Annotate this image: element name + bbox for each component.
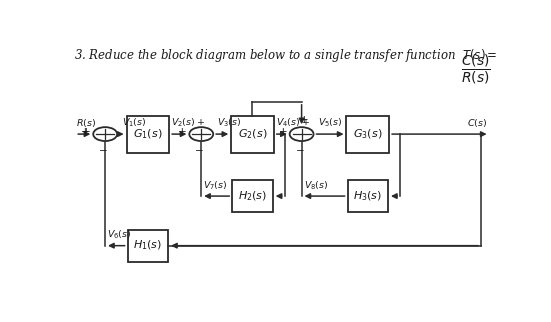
Text: $V_8(s)$: $V_8(s)$: [304, 179, 328, 192]
Text: $\dfrac{C(s)}{R(s)}$: $\dfrac{C(s)}{R(s)}$: [461, 52, 491, 86]
Text: $H_3(s)$: $H_3(s)$: [353, 189, 382, 203]
Bar: [128, 230, 168, 262]
Text: $G_2(s)$: $G_2(s)$: [238, 127, 267, 141]
Text: +: +: [278, 127, 287, 137]
Text: $-$: $-$: [195, 144, 204, 154]
Bar: [127, 116, 169, 153]
Text: $V_2(s)+$: $V_2(s)+$: [171, 116, 206, 129]
Text: $G_1(s)$: $G_1(s)$: [133, 127, 163, 141]
Text: +: +: [82, 127, 91, 137]
Text: $-$: $-$: [295, 144, 304, 154]
Circle shape: [190, 127, 213, 141]
Text: $H_2(s)$: $H_2(s)$: [238, 189, 267, 203]
Text: $G_3(s)$: $G_3(s)$: [353, 127, 382, 141]
Text: $C(s)$: $C(s)$: [467, 117, 488, 129]
Text: $V_7(s)$: $V_7(s)$: [203, 179, 228, 192]
Text: +: +: [300, 115, 309, 125]
Text: $-$: $-$: [98, 144, 108, 154]
Text: +: +: [178, 127, 187, 137]
Bar: [231, 116, 274, 153]
Circle shape: [290, 127, 314, 141]
Bar: [232, 180, 273, 212]
Bar: [348, 180, 388, 212]
Text: $H_1(s)$: $H_1(s)$: [133, 239, 163, 252]
Text: +: +: [81, 127, 90, 137]
Text: $V_6(s)$: $V_6(s)$: [107, 229, 132, 241]
Bar: [347, 116, 389, 153]
Text: $V_4(s)+$: $V_4(s)+$: [276, 116, 310, 129]
Text: 3. Reduce the block diagram below to a single transfer function  $T(s)=$: 3. Reduce the block diagram below to a s…: [74, 47, 498, 64]
Text: $V_3(s)$: $V_3(s)$: [218, 116, 242, 129]
Text: $R(s)$: $R(s)$: [76, 117, 96, 129]
Circle shape: [93, 127, 117, 141]
Text: $V_5(s)$: $V_5(s)$: [318, 116, 342, 129]
Text: $V_1(s)$: $V_1(s)$: [122, 116, 147, 129]
